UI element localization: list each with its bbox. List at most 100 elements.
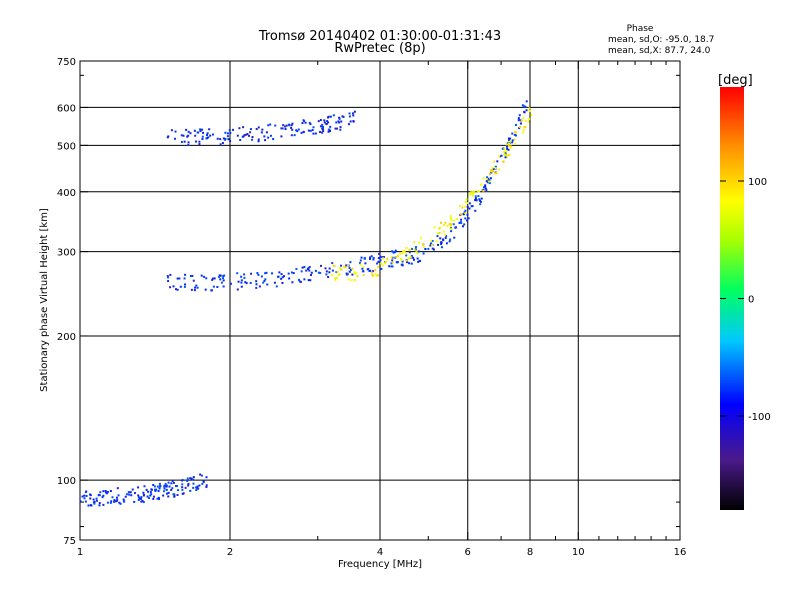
axis-ticks: 1 2 4 6 8 10 16 75 100 200 300 400 500 600 750: [57, 57, 686, 558]
data-point: [282, 124, 285, 127]
data-point: [391, 259, 394, 262]
data-point: [349, 261, 352, 264]
data-point: [264, 139, 267, 142]
data-point: [520, 120, 523, 123]
data-point: [410, 262, 413, 265]
data-point: [460, 212, 463, 215]
data-point: [327, 116, 330, 119]
data-point: [238, 127, 241, 130]
data-point: [192, 478, 195, 481]
data-point: [362, 274, 365, 277]
data-point: [172, 481, 175, 484]
data-point: [226, 132, 229, 135]
data-point: [444, 221, 447, 224]
data-point: [339, 128, 342, 131]
data-point: [303, 266, 306, 269]
data-point: [470, 205, 473, 208]
data-point: [431, 244, 434, 247]
data-point: [264, 278, 267, 281]
data-point: [329, 125, 332, 128]
data-point: [521, 104, 524, 107]
data-point: [417, 260, 420, 263]
data-point: [119, 502, 122, 505]
data-point: [198, 140, 201, 143]
data-point: [366, 268, 369, 271]
data-point: [378, 252, 381, 255]
data-point: [514, 131, 517, 134]
data-point: [328, 271, 331, 274]
data-point: [339, 264, 342, 267]
data-point: [154, 488, 157, 491]
data-point: [364, 262, 367, 265]
data-point: [224, 131, 227, 134]
data-point: [205, 277, 208, 280]
data-point: [140, 496, 143, 499]
data-point: [467, 217, 470, 220]
data-point: [162, 494, 165, 497]
data-point: [498, 155, 501, 158]
data-point: [437, 243, 440, 246]
data-point: [196, 486, 199, 489]
data-point: [413, 248, 416, 251]
data-point: [338, 273, 341, 276]
data-point: [210, 289, 213, 292]
data-point: [152, 484, 155, 487]
data-point: [505, 143, 508, 146]
data-point: [195, 284, 198, 287]
data-point: [471, 194, 474, 197]
data-point: [248, 134, 251, 137]
data-point: [494, 172, 497, 175]
data-point: [249, 281, 252, 284]
y-tick-label: 600: [57, 103, 76, 114]
data-point: [130, 494, 133, 497]
data-point: [444, 233, 447, 236]
data-point: [484, 185, 487, 188]
data-point: [391, 265, 394, 268]
data-point: [522, 128, 525, 131]
data-point: [337, 120, 340, 123]
data-point: [261, 128, 264, 131]
data-point: [368, 270, 371, 273]
data-point: [506, 145, 509, 148]
data-point: [466, 202, 469, 205]
data-point: [465, 219, 468, 222]
data-point: [454, 226, 457, 229]
data-point: [158, 482, 161, 485]
data-point: [191, 274, 194, 277]
data-point: [513, 133, 516, 136]
data-point: [158, 497, 161, 500]
x-axis-label: Frequency [MHz]: [338, 559, 422, 570]
data-point: [285, 124, 288, 127]
data-point: [521, 131, 524, 134]
data-point: [208, 128, 211, 131]
data-point: [446, 224, 449, 227]
data-point: [464, 209, 467, 212]
data-point: [201, 128, 204, 131]
data-point: [167, 276, 170, 279]
data-point: [478, 198, 481, 201]
data-point: [236, 134, 239, 137]
data-point: [395, 255, 398, 258]
data-point: [460, 218, 463, 221]
data-point: [168, 485, 171, 488]
data-point: [470, 191, 473, 194]
data-point: [319, 271, 322, 274]
data-point: [137, 498, 140, 501]
data-point: [371, 274, 374, 277]
data-point: [471, 190, 474, 193]
data-point: [362, 270, 365, 273]
data-point: [347, 123, 350, 126]
data-point: [137, 496, 140, 499]
data-point: [213, 277, 216, 280]
data-point: [222, 277, 225, 280]
data-point: [89, 493, 92, 496]
data-point: [334, 277, 337, 280]
data-point: [243, 276, 246, 279]
data-point: [83, 494, 86, 497]
data-point: [187, 484, 190, 487]
data-point: [184, 273, 187, 276]
data-point: [477, 190, 480, 193]
data-point: [323, 121, 326, 124]
data-point: [243, 273, 246, 276]
